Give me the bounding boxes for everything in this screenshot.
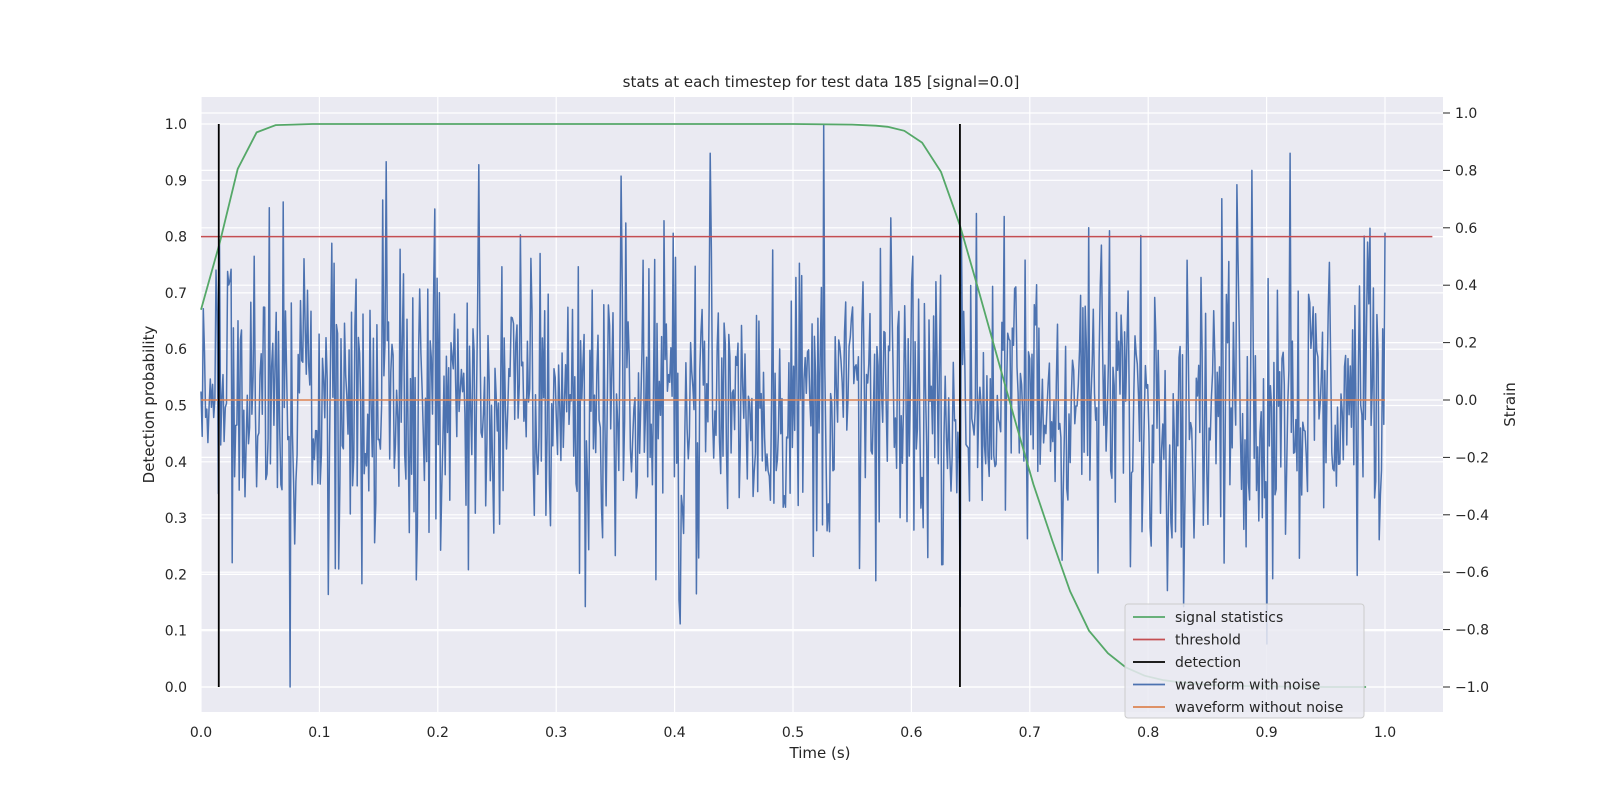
x-tick-label: 0.8 xyxy=(1137,725,1159,741)
legend-label: threshold xyxy=(1175,633,1241,649)
y2-tick-label: −0.2 xyxy=(1455,450,1489,466)
y-tick-label: 0.1 xyxy=(165,624,187,640)
x-tick-label: 0.6 xyxy=(900,725,922,741)
y2-tick-label: 0.2 xyxy=(1455,336,1477,352)
y2-tick-label: 0.4 xyxy=(1455,278,1477,294)
legend-label: waveform with noise xyxy=(1175,678,1320,694)
chart-title: stats at each timestep for test data 185… xyxy=(623,73,1020,91)
legend-box xyxy=(1124,603,1365,719)
x-tick-label: 0.0 xyxy=(190,725,212,741)
y-tick-label: 1.0 xyxy=(165,117,187,133)
y2-tick-label: 0.6 xyxy=(1455,221,1477,237)
y-tick-label: 0.9 xyxy=(165,173,187,189)
legend-waveform-without-noise: waveform without noise xyxy=(1133,700,1343,716)
x-tick-label: 0.9 xyxy=(1255,725,1277,741)
x-tick-label: 0.5 xyxy=(782,725,804,741)
axes: 0.0 0.1 0.2 0.3 0.4 0.5 0.6 0.7 0.8 0.9 1.0 0.0 0.1 0… xyxy=(165,106,1489,741)
x-tick-label: 0.2 xyxy=(427,725,449,741)
legend-detection: detection xyxy=(1133,655,1241,671)
y2-tick-label: −1.0 xyxy=(1455,680,1489,696)
y2-tick-label: −0.8 xyxy=(1455,623,1489,639)
x-tick-label: 0.3 xyxy=(545,725,567,741)
legend-label: waveform without noise xyxy=(1175,700,1343,716)
y-tick-label: 0.5 xyxy=(165,399,187,415)
y2-axis-label: Strain xyxy=(1501,382,1519,426)
y-tick-label: 0.0 xyxy=(165,680,187,696)
y-axis-label: Detection probability xyxy=(140,326,158,484)
legend-label: detection xyxy=(1175,655,1241,671)
legend-threshold: threshold xyxy=(1133,633,1241,649)
y-tick-label: 0.3 xyxy=(165,511,187,527)
x-tick-label: 0.4 xyxy=(663,725,685,741)
waveform-with-noise-line xyxy=(200,123,1386,688)
y-tick-label: 0.7 xyxy=(165,286,187,302)
x-tick-label: 0.1 xyxy=(308,725,330,741)
legend: signal statistics threshold detection wavef… xyxy=(1124,603,1365,719)
y2-tick-label: −0.4 xyxy=(1455,508,1489,524)
y2-tick-label: −0.6 xyxy=(1455,565,1489,581)
y2-tick-label: 0.0 xyxy=(1455,393,1477,409)
y-tick-label: 0.4 xyxy=(165,455,187,471)
x-axis-label: Time (s) xyxy=(789,744,851,762)
y-tick-label: 0.8 xyxy=(165,230,187,246)
y2-tick-label: 0.8 xyxy=(1455,163,1477,179)
legend-signal-statistics: signal statistics xyxy=(1133,610,1283,626)
x-tick-label: 0.7 xyxy=(1019,725,1041,741)
legend-label: signal statistics xyxy=(1175,610,1283,626)
y2-tick-label: 1.0 xyxy=(1455,106,1477,122)
x-tick-label: 1.0 xyxy=(1374,725,1396,741)
y-tick-label: 0.6 xyxy=(165,342,187,358)
legend-waveform-with-noise: waveform with noise xyxy=(1133,678,1320,694)
y-tick-label: 0.2 xyxy=(165,567,187,583)
